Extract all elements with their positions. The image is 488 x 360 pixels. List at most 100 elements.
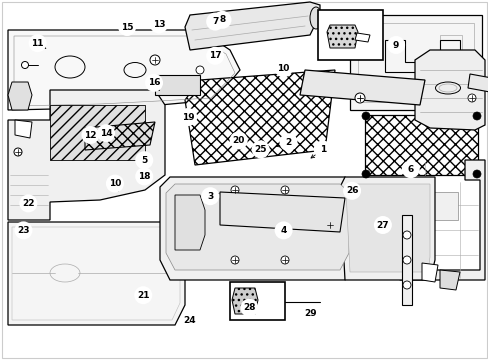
Text: 20: 20 [232, 136, 244, 145]
Polygon shape [160, 177, 354, 280]
Polygon shape [184, 2, 319, 50]
Polygon shape [384, 40, 459, 72]
Ellipse shape [435, 82, 460, 94]
Circle shape [14, 148, 22, 156]
Polygon shape [401, 215, 411, 305]
Text: 16: 16 [147, 78, 160, 87]
Circle shape [150, 55, 160, 65]
Polygon shape [421, 263, 437, 282]
Circle shape [145, 74, 163, 92]
Text: 7: 7 [211, 17, 218, 26]
Circle shape [302, 304, 319, 322]
Circle shape [281, 186, 288, 194]
Circle shape [181, 311, 198, 329]
Polygon shape [8, 82, 32, 110]
Circle shape [361, 112, 369, 120]
Circle shape [135, 151, 153, 169]
Circle shape [373, 216, 391, 234]
Circle shape [206, 47, 224, 65]
Text: 8: 8 [219, 15, 225, 24]
Polygon shape [349, 15, 481, 110]
Circle shape [467, 94, 475, 102]
Polygon shape [184, 70, 334, 165]
Text: 24: 24 [183, 316, 196, 325]
Circle shape [21, 62, 28, 68]
Circle shape [213, 11, 231, 29]
Text: 28: 28 [243, 303, 255, 312]
Circle shape [20, 194, 37, 212]
Text: 18: 18 [138, 172, 150, 181]
Circle shape [281, 256, 288, 264]
Circle shape [97, 124, 115, 142]
Polygon shape [8, 222, 184, 325]
Circle shape [313, 140, 331, 158]
Circle shape [206, 13, 224, 31]
Polygon shape [346, 184, 429, 272]
Polygon shape [155, 75, 200, 95]
Polygon shape [364, 115, 477, 175]
Text: 2: 2 [285, 138, 291, 147]
Polygon shape [8, 90, 164, 220]
Polygon shape [439, 270, 459, 290]
Circle shape [196, 66, 203, 74]
Bar [229, 282, 285, 320]
Text: 14: 14 [100, 129, 112, 138]
Polygon shape [15, 120, 32, 138]
Text: 23: 23 [17, 226, 30, 235]
Polygon shape [414, 50, 484, 130]
Ellipse shape [438, 84, 456, 92]
Ellipse shape [50, 264, 80, 282]
Circle shape [386, 36, 404, 54]
Circle shape [118, 18, 136, 36]
Circle shape [81, 126, 99, 144]
Text: 15: 15 [121, 23, 133, 32]
Ellipse shape [309, 7, 321, 29]
Polygon shape [354, 33, 369, 42]
Circle shape [230, 256, 239, 264]
Polygon shape [326, 25, 357, 48]
Text: 11: 11 [31, 39, 44, 48]
Ellipse shape [124, 63, 146, 77]
Circle shape [106, 175, 123, 193]
Polygon shape [8, 30, 240, 110]
Text: 12: 12 [84, 131, 97, 140]
Text: 25: 25 [254, 145, 266, 154]
Text: 10: 10 [108, 179, 121, 188]
Text: 9: 9 [392, 41, 399, 50]
Text: 1: 1 [319, 145, 325, 154]
Circle shape [201, 187, 219, 205]
Polygon shape [299, 70, 424, 105]
Circle shape [229, 131, 247, 149]
Circle shape [150, 15, 167, 33]
Polygon shape [85, 122, 155, 150]
Polygon shape [339, 177, 434, 280]
Polygon shape [50, 105, 145, 160]
Polygon shape [231, 288, 258, 314]
Circle shape [279, 133, 297, 151]
Polygon shape [399, 160, 484, 280]
Circle shape [343, 182, 360, 200]
Bar [409, 192, 457, 220]
Circle shape [274, 59, 292, 77]
Circle shape [472, 112, 480, 120]
Text: 13: 13 [152, 20, 165, 29]
Polygon shape [220, 192, 345, 232]
Text: 4: 4 [280, 226, 286, 235]
Bar [317, 10, 382, 60]
Circle shape [179, 108, 197, 126]
Circle shape [230, 186, 239, 194]
Circle shape [402, 256, 410, 264]
Text: 29: 29 [304, 309, 317, 318]
Circle shape [325, 221, 333, 229]
Polygon shape [369, 35, 461, 90]
Text: 27: 27 [376, 220, 388, 230]
Text: 22: 22 [22, 199, 35, 208]
Ellipse shape [55, 56, 85, 78]
Circle shape [361, 170, 369, 178]
Circle shape [251, 140, 269, 158]
Text: 19: 19 [182, 112, 194, 122]
Text: 17: 17 [208, 51, 221, 60]
Text: 21: 21 [137, 291, 149, 300]
Polygon shape [467, 74, 488, 92]
Circle shape [274, 221, 292, 239]
